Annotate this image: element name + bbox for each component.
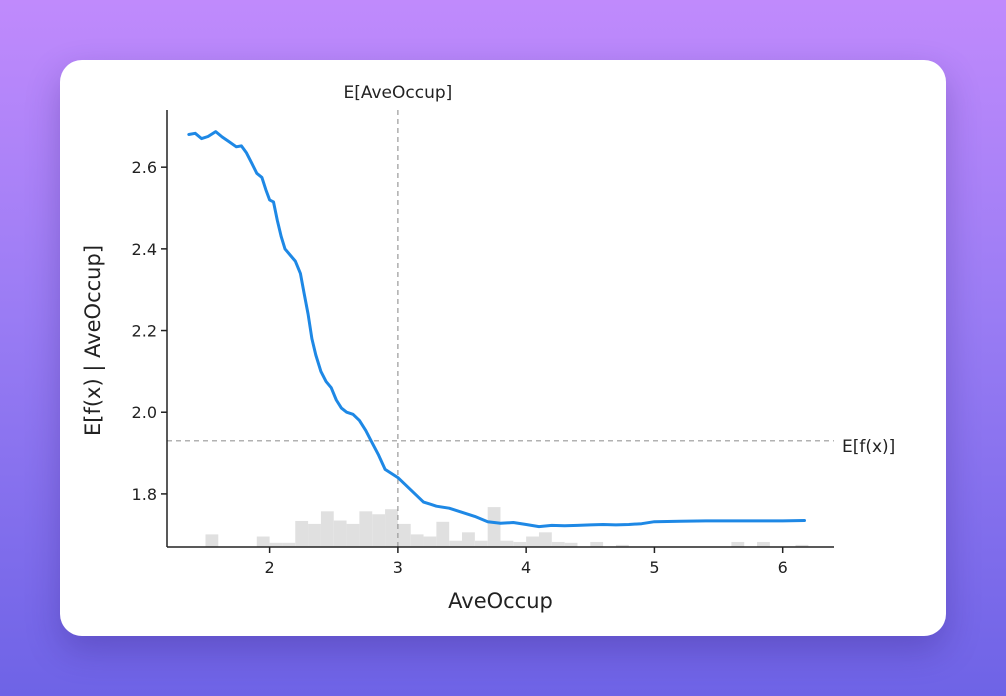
histogram-bar [551, 541, 565, 547]
y-tick-label: 2.6 [132, 158, 157, 177]
histogram-bar [590, 541, 604, 547]
histogram-bar [397, 523, 411, 547]
histogram-bar [474, 540, 488, 547]
histogram-bar [500, 540, 514, 547]
histogram-bar [795, 544, 809, 547]
x-tick-label: 5 [649, 558, 659, 577]
histogram-bar [346, 523, 360, 547]
x-tick-label: 3 [393, 558, 403, 577]
histogram-bar [615, 544, 629, 547]
histogram-bar [462, 532, 475, 547]
histogram-bar [513, 541, 527, 547]
histogram-bar [269, 542, 283, 547]
y-tick-label: 2.2 [132, 322, 157, 341]
histogram-bar [731, 541, 745, 547]
expected-x-label: E[AveOccup] [343, 83, 452, 103]
histogram-bar [359, 511, 373, 547]
histogram-bar [295, 520, 309, 547]
histogram-bar [449, 540, 463, 547]
histogram-bar [320, 511, 334, 547]
histogram-bar [487, 507, 501, 547]
histogram-bar [372, 514, 386, 547]
histogram-bar [385, 509, 398, 547]
x-ticks: 2 3 4 5 6 [265, 547, 788, 577]
expected-y-label: E[f(x)] [842, 437, 895, 457]
histogram-bar [526, 536, 539, 547]
y-tick-label: 1.8 [132, 485, 157, 504]
partial-dependence-chart: E[AveOccup] E[f(x)] 2 3 4 5 6 1.8 2.0 2.2 2.4 2.… [81, 83, 895, 613]
x-axis-label: AveOccup [448, 589, 553, 613]
histogram [205, 507, 809, 547]
histogram-bar [410, 534, 424, 547]
histogram-bar [757, 541, 770, 547]
histogram-bar [538, 532, 552, 547]
y-tick-label: 2.4 [132, 240, 157, 259]
x-tick-label: 4 [521, 558, 531, 577]
histogram-bar [333, 520, 347, 547]
y-tick-label: 2.0 [132, 403, 157, 422]
y-ticks: 1.8 2.0 2.2 2.4 2.6 [132, 158, 167, 504]
histogram-bar [423, 536, 437, 547]
histogram-bar [282, 542, 296, 547]
histogram-bar [564, 542, 578, 547]
series-line [187, 130, 806, 529]
y-axis-label: E[f(x) | AveOccup] [81, 245, 106, 436]
histogram-bar [205, 534, 219, 547]
x-tick-label: 6 [778, 558, 788, 577]
chart-card: E[AveOccup] E[f(x)] 2 3 4 5 6 1.8 2.0 2.2 2.4 2.… [60, 60, 946, 636]
x-tick-label: 2 [265, 558, 275, 577]
histogram-bar [436, 521, 450, 547]
histogram-bar [308, 523, 321, 547]
histogram-bar [256, 536, 270, 547]
